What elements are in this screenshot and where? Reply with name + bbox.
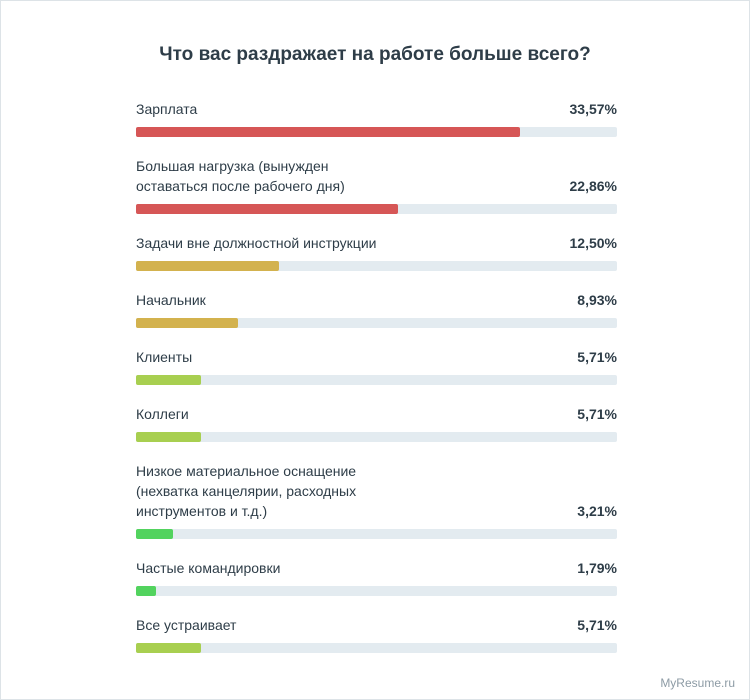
poll-row: Задачи вне должностной инструкции 12,50% [136,233,617,271]
category-label: Частые командировки [136,560,281,576]
row-head: Частые командировки 1,79% [136,558,617,578]
value-label: 8,93% [577,292,617,308]
poll-row: Коллеги 5,71% [136,404,617,442]
poll-row: Клиенты 5,71% [136,347,617,385]
row-head: Все устраивает 5,71% [136,615,617,635]
bar-track [136,375,617,385]
poll-row: Большая нагрузка (вынужден оставаться по… [136,156,617,214]
bar-track [136,318,617,328]
value-label: 3,21% [577,503,617,519]
bar [136,127,521,137]
bar-track [136,127,617,137]
bar [136,529,173,539]
poll-row: Начальник 8,93% [136,290,617,328]
source: MyResume.ru [660,676,735,690]
chart-title: Что вас раздражает на работе больше всег… [159,44,591,65]
row-head: Низкое материальное оснащение (нехватка … [136,461,617,521]
category-label: Задачи вне должностной инструкции [136,235,377,251]
value-label: 12,50% [569,235,617,251]
poll-row: Частые командировки 1,79% [136,558,617,596]
bar-track [136,586,617,596]
row-head: Большая нагрузка (вынужден оставаться по… [136,156,617,196]
row-head: Клиенты 5,71% [136,347,617,367]
category-label: Начальник [136,292,206,308]
value-label: 22,86% [569,178,617,194]
bar [136,432,202,442]
bar-track [136,643,617,653]
bar-track [136,204,617,214]
row-head: Коллеги 5,71% [136,404,617,424]
category-label: Все устраивает [136,617,237,633]
bar-list: Зарплата 33,57% Большая нагрузка (вынужден… [136,99,617,672]
poll-row: Зарплата 33,57% [136,99,617,137]
value-label: 5,71% [577,349,617,365]
bar [136,204,398,214]
value-label: 5,71% [577,406,617,422]
category-label: Коллеги [136,406,189,422]
value-label: 5,71% [577,617,617,633]
category-label: Зарплата [136,101,198,117]
poll-row: Все устраивает 5,71% [136,615,617,653]
bar [136,643,202,653]
value-label: 33,57% [569,101,617,117]
row-head: Начальник 8,93% [136,290,617,310]
bar [136,318,239,328]
bar [136,261,280,271]
bar [136,375,202,385]
bar-track [136,261,617,271]
bar [136,586,157,596]
bar-track [136,529,617,539]
category-label: Большая нагрузка (вынужден оставаться по… [136,158,345,194]
bar-track [136,432,617,442]
row-head: Задачи вне должностной инструкции 12,50% [136,233,617,253]
row-head: Зарплата 33,57% [136,99,617,119]
value-label: 1,79% [577,560,617,576]
poll-row: Низкое материальное оснащение (нехватка … [136,461,617,539]
category-label: Клиенты [136,349,193,365]
category-label: Низкое материальное оснащение (нехватка … [136,463,357,519]
